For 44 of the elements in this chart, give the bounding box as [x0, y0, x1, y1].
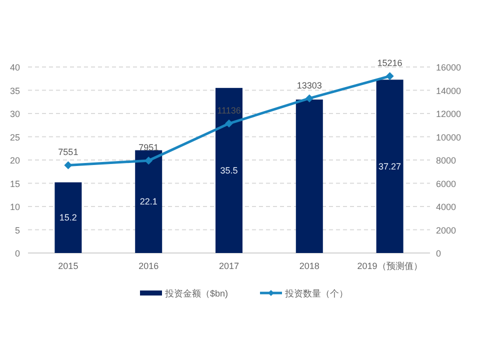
y2-tick-label: 10000 — [436, 132, 462, 142]
data-label: 22.1 — [140, 196, 158, 207]
y-tick-label: 40 — [10, 62, 20, 72]
point — [386, 72, 394, 80]
y-tick-label: 5 — [14, 225, 20, 236]
y2-tick-label: 12000 — [436, 109, 462, 119]
point — [64, 161, 72, 170]
y-tick-label: 30 — [10, 109, 20, 119]
x-tick-label: 2016 — [138, 261, 159, 271]
data-label: 7951 — [138, 142, 159, 153]
y2-tick-label: 8000 — [436, 156, 456, 166]
y2-tick-label: 2000 — [436, 225, 456, 236]
y-tick-label: 20 — [10, 156, 20, 166]
legend-label: 投资金额（$bn) — [164, 288, 228, 298]
y-tick-label: 15 — [10, 178, 20, 189]
data-label: 13303 — [296, 80, 322, 90]
y-tick-label: 0 — [14, 248, 20, 258]
data-label: 11136 — [217, 106, 241, 116]
y2-tick-label: 0 — [436, 248, 442, 258]
data-label: 37.27 — [378, 161, 402, 172]
x-tick-label: 2017 — [218, 261, 240, 271]
y-tick-label: 35 — [10, 86, 20, 96]
point — [305, 94, 314, 102]
data-label: 15216 — [377, 58, 402, 68]
legend-label: 投资数量（个） — [284, 288, 348, 298]
bar — [135, 150, 162, 253]
y-tick-label: 25 — [10, 132, 20, 142]
point — [225, 120, 233, 128]
y2-tick-label: 4000 — [436, 202, 456, 212]
y-tick-label: 10 — [10, 202, 20, 212]
y2-tick-label: 6000 — [436, 178, 456, 189]
bar — [376, 80, 404, 253]
point — [144, 156, 153, 165]
bar — [216, 88, 242, 253]
x-tick-label: 2019（预测值） — [357, 261, 422, 271]
y2-tick-label: 16000 — [436, 62, 462, 72]
data-label: 7551 — [58, 147, 78, 158]
data-label: 35.5 — [220, 165, 238, 176]
x-tick-label: 2018 — [299, 261, 320, 271]
x-tick-label: 2015 — [58, 261, 78, 271]
bar — [54, 182, 82, 253]
y2-tick-label: 14000 — [436, 86, 462, 96]
data-label: 15.2 — [59, 212, 77, 223]
bar — [296, 100, 323, 253]
